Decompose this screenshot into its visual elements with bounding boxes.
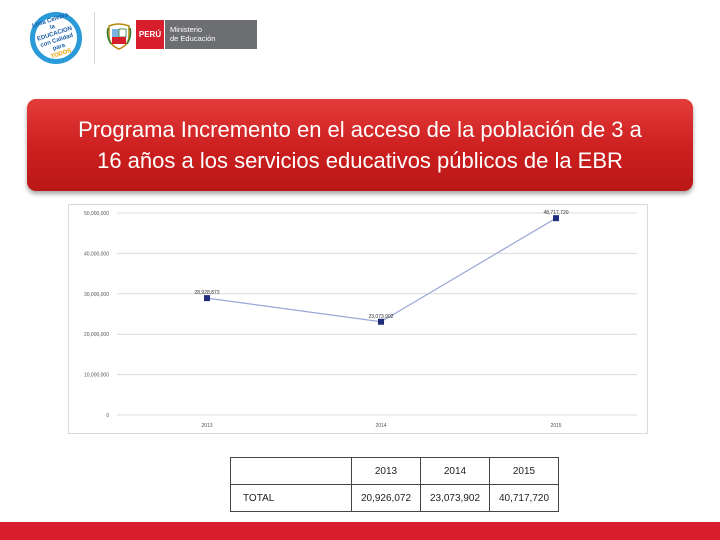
ministry-line: de Educación — [170, 34, 216, 43]
title-banner: Programa Incremento en el acceso de la p… — [27, 99, 693, 191]
y-tick-label: 40,000,000 — [84, 251, 109, 257]
slide-title: Programa Incremento en el acceso de la p… — [35, 114, 685, 176]
title-line-1: Programa Incremento en el acceso de la p… — [78, 117, 642, 142]
data-label: 23,073,902 — [368, 314, 393, 320]
table-header-cell: 2015 — [489, 457, 559, 485]
table-cell: 20,926,072 — [351, 484, 421, 512]
data-point — [378, 318, 384, 325]
campaign-logo: Lima Celebra la EDUCACION con Calidad pa… — [30, 12, 82, 64]
table-cell: 23,073,902 — [420, 484, 490, 512]
table-header-cell: 2014 — [420, 457, 490, 485]
x-tick-label: 2015 — [550, 423, 561, 429]
x-tick-label: 2013 — [201, 423, 212, 429]
title-line-2: 16 años a los servicios educativos públi… — [97, 148, 623, 173]
y-tick-label: 20,000,000 — [84, 332, 109, 338]
table-header-cell: 2013 — [351, 457, 421, 485]
y-tick-label: 50,000,000 — [84, 211, 109, 217]
line-chart: 0 10,000,000 20,000,000 30,000,000 40,000,00… — [68, 204, 648, 434]
y-tick-label: 30,000,000 — [84, 292, 109, 298]
ministry-line: Ministerio — [170, 25, 203, 34]
coat-of-arms-icon — [106, 23, 132, 50]
x-tick-label: 2014 — [375, 423, 386, 429]
ministry-label: Ministerio de Educación — [165, 20, 257, 49]
table-header-row: 2013 2014 2015 — [230, 457, 559, 485]
table-row: TOTAL 20,926,072 23,073,902 40,717,720 — [230, 484, 559, 512]
data-point — [204, 295, 210, 302]
bottom-accent-bar — [0, 522, 720, 540]
header-divider — [94, 12, 95, 64]
data-point — [553, 215, 559, 222]
data-table: 2013 2014 2015 TOTAL 20,926,072 23,073,9… — [230, 457, 559, 512]
y-tick-label: 10,000,000 — [84, 373, 109, 379]
table-header-cell — [230, 457, 352, 485]
data-label: 28,928,873 — [194, 290, 219, 296]
table-cell: TOTAL — [230, 484, 352, 512]
y-tick-label: 0 — [106, 413, 109, 419]
series-line — [206, 217, 557, 323]
chart-canvas: 0 10,000,000 20,000,000 30,000,000 40,000,00… — [84, 210, 637, 429]
peru-label: PERÚ — [136, 20, 164, 49]
table-cell: 40,717,720 — [489, 484, 559, 512]
data-label: 48,717,720 — [543, 210, 568, 216]
